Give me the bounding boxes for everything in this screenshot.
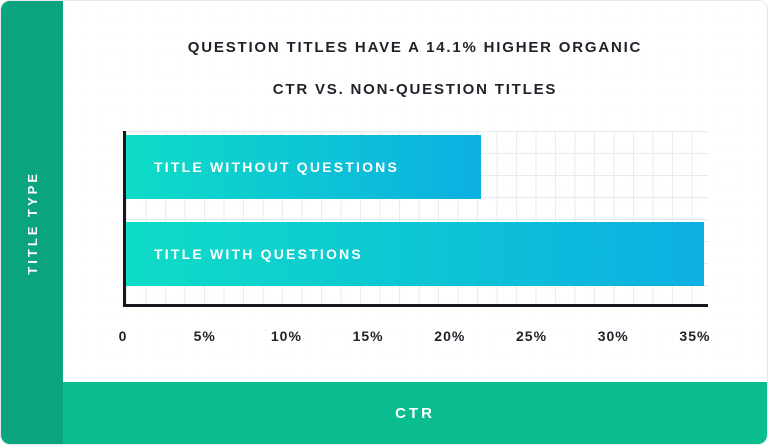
bar-label: TITLE WITHOUT QUESTIONS: [154, 159, 400, 175]
x-axis-label: CTR: [395, 404, 435, 422]
x-axis-band: CTR: [63, 382, 767, 444]
plot-area: TITLE WITHOUT QUESTIONS TITLE WITH QUESTI…: [123, 131, 708, 307]
bar-1: TITLE WITHOUT QUESTIONS: [126, 135, 481, 199]
y-axis-band: TITLE TYPE: [1, 1, 63, 444]
chart-title-line-2: CTR VS. NON-QUESTION TITLES: [272, 81, 558, 98]
chart-title: QUESTION TITLES HAVE A 14.1% HIGHER ORGA…: [63, 27, 767, 111]
x-tick-label: 20%: [434, 328, 466, 344]
y-axis-label: TITLE TYPE: [24, 170, 40, 275]
x-tick-label: 30%: [597, 328, 629, 344]
bar-label: TITLE WITH QUESTIONS: [154, 246, 363, 262]
x-tick-label: 15%: [352, 328, 384, 344]
x-axis-ticks: 0 5% 10% 15% 20% 25% 30% 35%: [119, 328, 711, 348]
x-tick-label: 0: [118, 328, 128, 344]
x-tick-label: 10%: [270, 328, 302, 344]
x-tick-label: 25%: [516, 328, 548, 344]
x-tick-label: 5%: [193, 328, 216, 344]
chart-panel: QUESTION TITLES HAVE A 14.1% HIGHER ORGA…: [63, 1, 767, 382]
chart-title-line-1: QUESTION TITLES HAVE A 14.1% HIGHER ORGA…: [187, 39, 643, 56]
x-tick-label: 35%: [679, 328, 711, 344]
bar-2: TITLE WITH QUESTIONS: [126, 222, 704, 286]
